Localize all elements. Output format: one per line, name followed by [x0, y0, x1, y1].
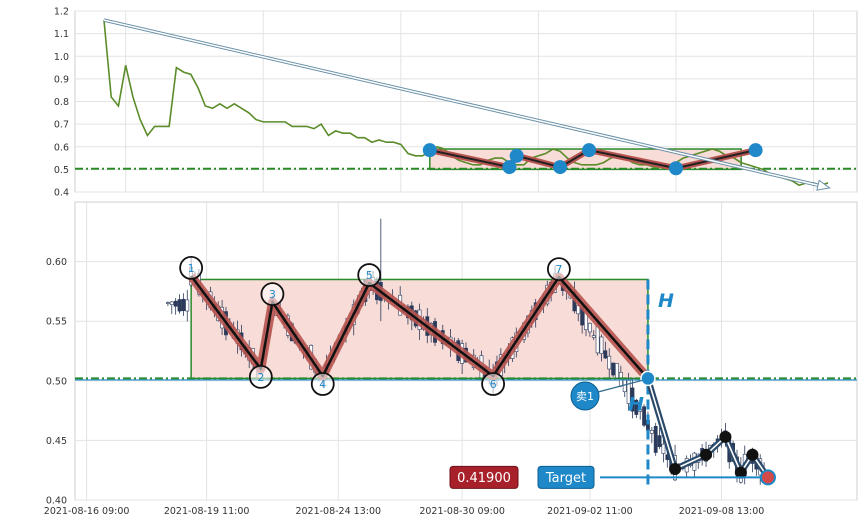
candle-body — [634, 399, 639, 415]
pivot-label-circle — [248, 364, 273, 389]
target-label: Target — [545, 471, 586, 486]
overview-y-tick: 0.9 — [54, 74, 69, 85]
overview-pivot-marker — [502, 160, 517, 175]
candle-body — [591, 335, 596, 338]
candle-body — [181, 298, 186, 311]
candle-body — [661, 443, 666, 454]
main-x-tick: 2021-08-30 09:00 — [419, 506, 505, 517]
overview-pivot-marker — [668, 161, 683, 176]
candle-body — [169, 301, 174, 305]
overview-trend-arrow-core — [103, 19, 819, 186]
target-pivot-marker — [700, 448, 713, 461]
candle-body — [587, 323, 592, 333]
candle-body — [622, 379, 627, 393]
target-label-box — [537, 465, 595, 489]
overview-y-tick: 1.0 — [54, 52, 69, 63]
pivot-label: 2 — [257, 371, 264, 384]
overview-y-tick: 0.5 — [54, 165, 69, 176]
overview-pivot-marker — [422, 143, 437, 158]
candle-body — [630, 387, 635, 412]
target-price-text: 0.41900 — [457, 471, 511, 486]
overview-y-tick: 0.8 — [54, 97, 69, 108]
main-y-tick: 0.45 — [46, 436, 67, 447]
pivot-label-circle — [481, 372, 505, 396]
overview-pivot-marker — [582, 143, 597, 158]
pivot-label: 5 — [366, 269, 373, 282]
pivot-label-circle — [310, 372, 335, 396]
candle-body — [603, 350, 608, 359]
pivot-label-circle — [260, 282, 285, 307]
overview-y-tick: 0.6 — [54, 142, 69, 153]
target-price-badge — [449, 465, 519, 489]
breakout-marker — [640, 370, 656, 387]
candle-body — [607, 355, 612, 370]
main-y-tick: 0.50 — [46, 376, 67, 387]
main-y-tick: 0.40 — [46, 496, 67, 507]
overview-series-line — [103, 19, 829, 187]
main-x-tick: 2021-08-16 09:00 — [44, 506, 130, 517]
candle-body — [653, 425, 658, 453]
overview-pivot-marker — [748, 143, 763, 158]
pivot-label: 1 — [188, 262, 195, 275]
candle-body — [638, 408, 643, 412]
target-end-marker — [759, 469, 776, 486]
candle-body — [649, 430, 654, 434]
candle-body — [177, 299, 182, 312]
pivot-label-circle — [179, 256, 204, 280]
target-pivot-marker — [719, 430, 732, 443]
main-x-tick: 2021-09-08 13:00 — [679, 506, 765, 517]
main-y-tick: 0.60 — [46, 257, 67, 268]
candle-body — [611, 362, 616, 376]
sell-marker — [570, 381, 600, 411]
overview-panel: 0.4 0.5 0.6 0.7 0.8 0.9 1.0 1.1 1.2 — [54, 7, 858, 199]
pivot-label: 3 — [269, 288, 276, 301]
overview-y-tick: 0.4 — [54, 188, 69, 199]
sell-callout-line — [597, 379, 643, 393]
height-label-upper: H — [658, 290, 674, 312]
pivot-label-circle — [547, 257, 571, 281]
candle-body — [166, 302, 170, 304]
main-y-tick: 0.55 — [46, 317, 67, 328]
candle-body — [599, 336, 604, 354]
pivot-label: 6 — [490, 378, 497, 391]
overview-y-tick: 1.2 — [54, 7, 69, 18]
pivot-label: 4 — [319, 378, 326, 391]
candle-body — [642, 406, 646, 426]
zigzag-inner — [190, 275, 649, 380]
pivot-label-circle — [357, 263, 382, 287]
target-pivot-marker — [734, 466, 747, 479]
candlestick-panel: 0.40 0.45 0.50 0.55 0.60 2021-08-16 09:00 2021… — [44, 201, 858, 517]
main-x-tick: 2021-09-02 11:00 — [547, 506, 633, 517]
candle-body — [657, 435, 662, 447]
overview-pivot-marker — [509, 148, 524, 163]
overview-y-tick: 1.1 — [54, 29, 69, 40]
main-x-tick: 2021-08-19 11:00 — [164, 506, 250, 517]
target-pivot-marker — [746, 448, 759, 461]
target-pivot-marker — [669, 463, 682, 476]
candle-body — [185, 299, 190, 312]
height-label-lower: H — [628, 394, 644, 416]
candle-body — [615, 363, 619, 379]
sell-label: 卖1 — [576, 390, 594, 403]
candle-body — [173, 300, 178, 307]
overview-y-tick: 0.7 — [54, 120, 69, 131]
overview-trend-arrowhead — [816, 179, 831, 191]
main-x-tick: 2021-08-24 13:00 — [295, 506, 381, 517]
overview-pivot-marker — [553, 160, 568, 175]
pivot-label: 7 — [555, 263, 562, 276]
